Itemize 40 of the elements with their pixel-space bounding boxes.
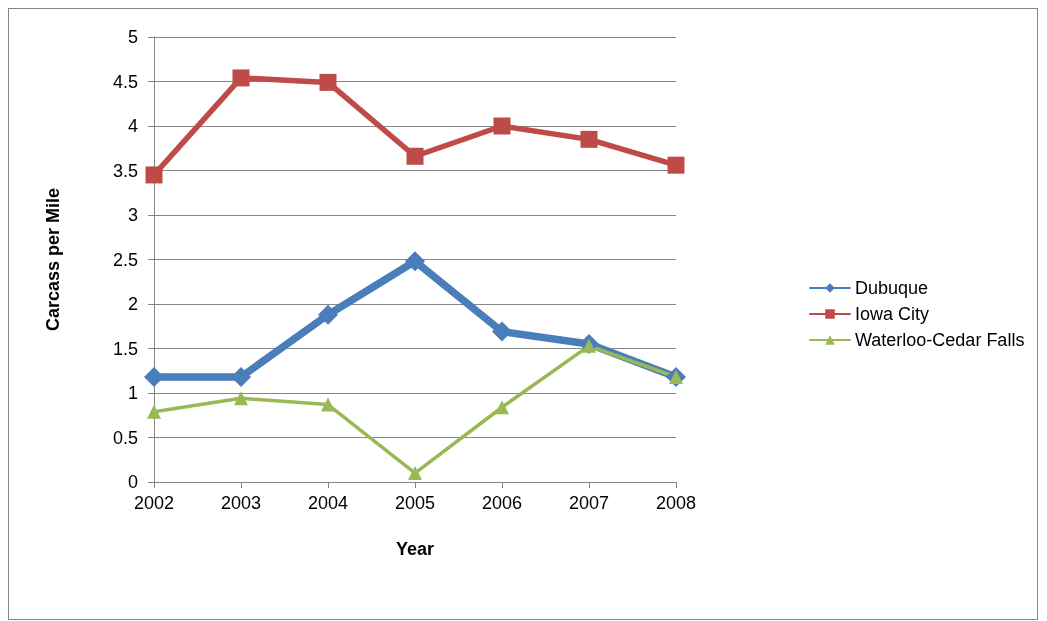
point [667,156,685,174]
y-tick-label: 2.5 [112,249,138,270]
point [493,117,511,135]
legend-label: Dubuque [855,278,929,298]
point [145,166,163,184]
point [232,69,250,87]
x-tick-label: 2006 [481,493,523,513]
point [231,366,251,387]
y-tick-label: 3.5 [112,160,138,181]
point [405,251,425,272]
y-axis-title: Carcass per Mile [43,187,63,332]
y-tick-label: 1 [127,383,138,403]
point [406,147,424,165]
y-tick-label: 0 [127,472,138,492]
y-tick-label: 3 [127,205,138,225]
y-tick-label: 0.5 [112,427,138,448]
y-tick-label: 1.5 [112,338,138,359]
y-tick-label: 4.5 [112,71,138,92]
point [321,397,335,412]
point [147,404,161,419]
point [492,321,512,342]
y-tick-label: 4 [127,116,138,136]
point [319,73,337,91]
point [580,130,598,148]
point [408,466,422,481]
x-tick-label: 2003 [220,493,262,513]
y-tick-label: 5 [127,27,138,47]
point [144,366,164,387]
x-axis-title: Year [395,539,435,559]
x-tick-label: 2007 [568,493,610,513]
x-tick-label: 2002 [133,493,175,513]
point [318,304,338,325]
point [495,400,509,415]
x-tick-label: 2008 [655,493,697,513]
x-tick-label: 2005 [394,493,436,513]
legend-label: Iowa City [855,304,930,324]
x-tick-label: 2004 [307,493,349,513]
legend-label: Waterloo-Cedar Falls [855,330,1025,350]
point [234,391,248,406]
y-tick-label: 2 [127,294,138,314]
